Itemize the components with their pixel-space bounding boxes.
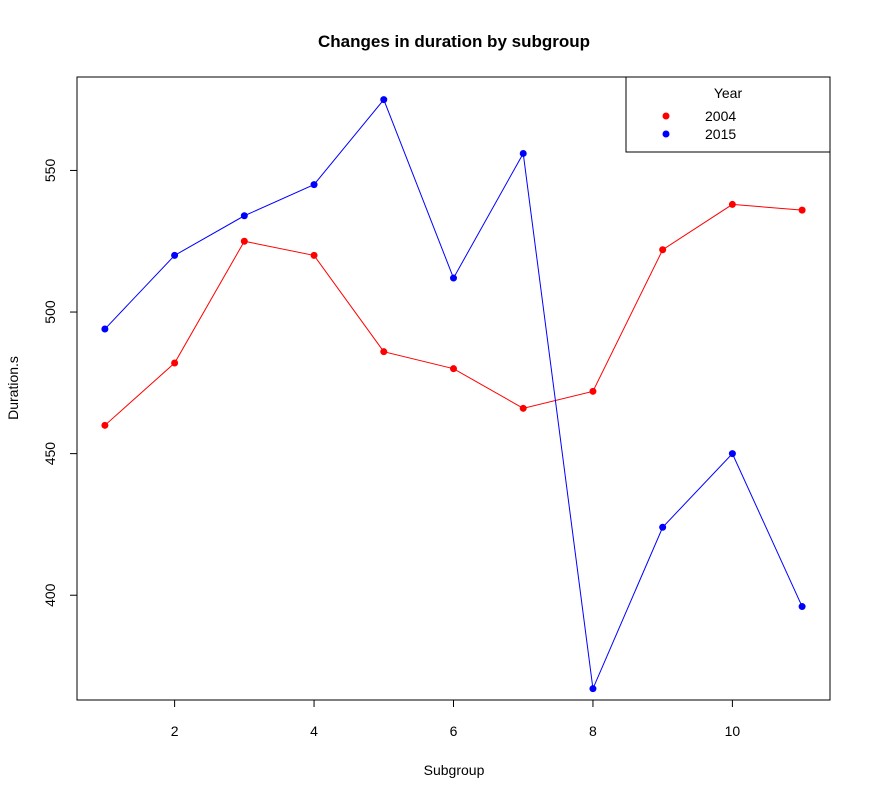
x-tick-label: 6 (450, 723, 458, 739)
data-point (240, 237, 248, 245)
legend-box (625, 76, 831, 153)
y-axis: 400 450 500 550 (42, 159, 77, 607)
series-2004 (101, 200, 806, 429)
data-point (171, 359, 179, 367)
legend: Year 2004 2015 (625, 76, 831, 153)
data-point (240, 212, 248, 220)
data-point (101, 421, 109, 429)
legend-entries: 2004 2015 (662, 108, 736, 142)
series-line (104, 203, 803, 426)
series-layer (101, 96, 806, 693)
y-tick-label: 500 (42, 300, 58, 324)
x-axis: 2 4 6 8 10 (171, 700, 741, 739)
data-point (450, 274, 457, 282)
data-point (798, 603, 806, 611)
data-point (310, 251, 318, 259)
x-tick-label: 10 (725, 723, 741, 739)
legend-marker (662, 112, 670, 120)
data-point (450, 365, 457, 373)
chart-title: Changes in duration by subgroup (318, 32, 590, 51)
data-point (659, 523, 667, 531)
y-tick-label: 450 (42, 442, 58, 466)
data-point (728, 450, 736, 458)
legend-label: 2015 (705, 126, 736, 142)
data-point (519, 404, 527, 412)
x-axis-label: Subgroup (424, 762, 485, 778)
data-point (380, 348, 388, 356)
data-point (171, 251, 179, 259)
data-point (589, 685, 597, 693)
y-axis-label: Duration.s (5, 356, 21, 420)
x-tick-label: 4 (310, 723, 318, 739)
data-point (728, 200, 736, 208)
y-tick-label: 550 (42, 159, 58, 183)
series-2015 (101, 96, 806, 693)
series-line (104, 98, 803, 691)
legend-title: Year (714, 85, 743, 101)
data-point (519, 149, 527, 157)
data-point (380, 96, 388, 104)
legend-label: 2004 (705, 108, 736, 124)
data-point (589, 387, 597, 395)
plot-area-frame (76, 76, 831, 701)
data-point (659, 246, 667, 254)
y-tick-label: 400 (42, 583, 58, 607)
data-point (798, 206, 806, 214)
data-point (101, 325, 109, 333)
legend-marker (662, 130, 670, 138)
data-point (310, 181, 318, 189)
x-tick-label: 8 (589, 723, 597, 739)
x-tick-label: 2 (171, 723, 179, 739)
